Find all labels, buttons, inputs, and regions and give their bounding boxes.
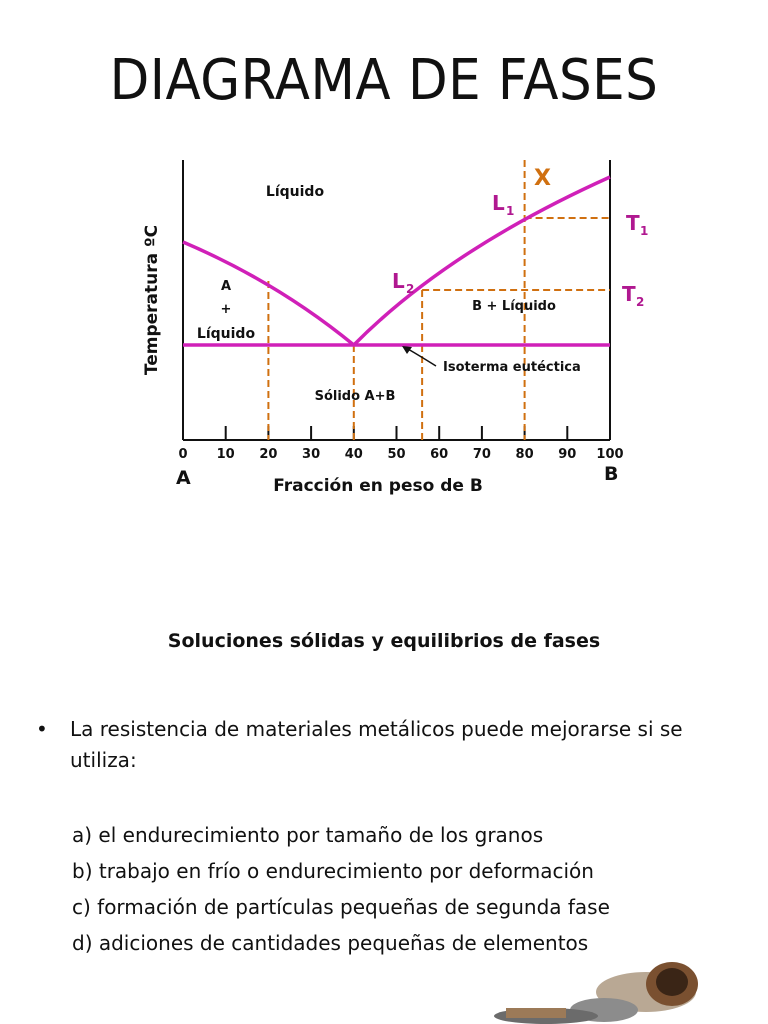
list-item: b) trabajo en frío o endurecimiento por …	[72, 859, 594, 883]
isotherm-label: Isoterma eutéctica	[443, 360, 581, 375]
label-x: X	[534, 166, 551, 191]
x-tick-label: 80	[516, 447, 534, 462]
x-tick-label: 0	[178, 447, 187, 462]
bullet-point: • La resistencia de materiales metálicos…	[36, 714, 736, 776]
x-tick-label: 100	[596, 447, 623, 462]
label-l1: L	[492, 191, 505, 215]
label-l2: L	[392, 269, 405, 293]
right-liquidus	[352, 175, 611, 347]
list-item: d) adiciones de cantidades pequeñas de e…	[72, 931, 589, 955]
label-l2-sub: 2	[406, 282, 414, 296]
dashed-guides	[267, 160, 610, 440]
diagram-labels: 0 10 20 30 40 50 60 70 80 90 100 Líquido A + Líquido B …	[142, 166, 648, 496]
x-axis-label: Fracción en peso de B	[273, 476, 483, 496]
label-t1: T	[626, 211, 640, 235]
region-b-liquid: B + Líquido	[472, 299, 556, 314]
label-l1-sub: 1	[506, 204, 514, 218]
y-axis-label: Temperatura ºC	[142, 225, 162, 375]
x-tick-label: 10	[217, 447, 235, 462]
region-a: A	[221, 279, 231, 294]
arrow-head	[402, 346, 412, 354]
x-tick-label: 30	[302, 447, 320, 462]
liquidus-curves	[182, 175, 611, 367]
x-tick-label: 60	[430, 447, 448, 462]
label-t1-sub: 1	[640, 224, 648, 238]
x-tick-label: 70	[473, 447, 491, 462]
x-tick-label: 90	[558, 447, 576, 462]
end-label-a: A	[176, 467, 191, 489]
label-t2: T	[622, 282, 636, 306]
bullet-text: La resistencia de materiales metálicos p…	[70, 717, 683, 772]
x-tick-label: 50	[387, 447, 405, 462]
phase-diagram: 0 10 20 30 40 50 60 70 80 90 100 Líquido A + Líquido B …	[142, 160, 648, 496]
section-subtitle: Soluciones sólidas y equilibrios de fase…	[167, 630, 601, 652]
x-tick-label: 40	[345, 447, 363, 462]
slide-title: DIAGRAMA DE FASES	[109, 48, 659, 113]
region-plus: +	[221, 302, 232, 317]
label-t2-sub: 2	[636, 295, 644, 309]
left-liquidus	[182, 240, 355, 347]
bullet-icon: •	[36, 717, 48, 741]
crucible-image	[494, 962, 698, 1024]
list-item: a) el endurecimiento por tamaño de los g…	[72, 823, 544, 847]
list-item: c) formación de partículas pequeñas de s…	[72, 895, 610, 919]
methods-list: a) el endurecimiento por tamaño de los g…	[72, 817, 752, 961]
end-label-b: B	[604, 463, 618, 485]
region-liquid: Líquido	[266, 184, 325, 200]
arrow-line	[407, 348, 437, 367]
x-tick-label: 20	[259, 447, 277, 462]
region-solid: Sólido A+B	[315, 389, 396, 404]
region-a-liquid: Líquido	[197, 326, 256, 342]
